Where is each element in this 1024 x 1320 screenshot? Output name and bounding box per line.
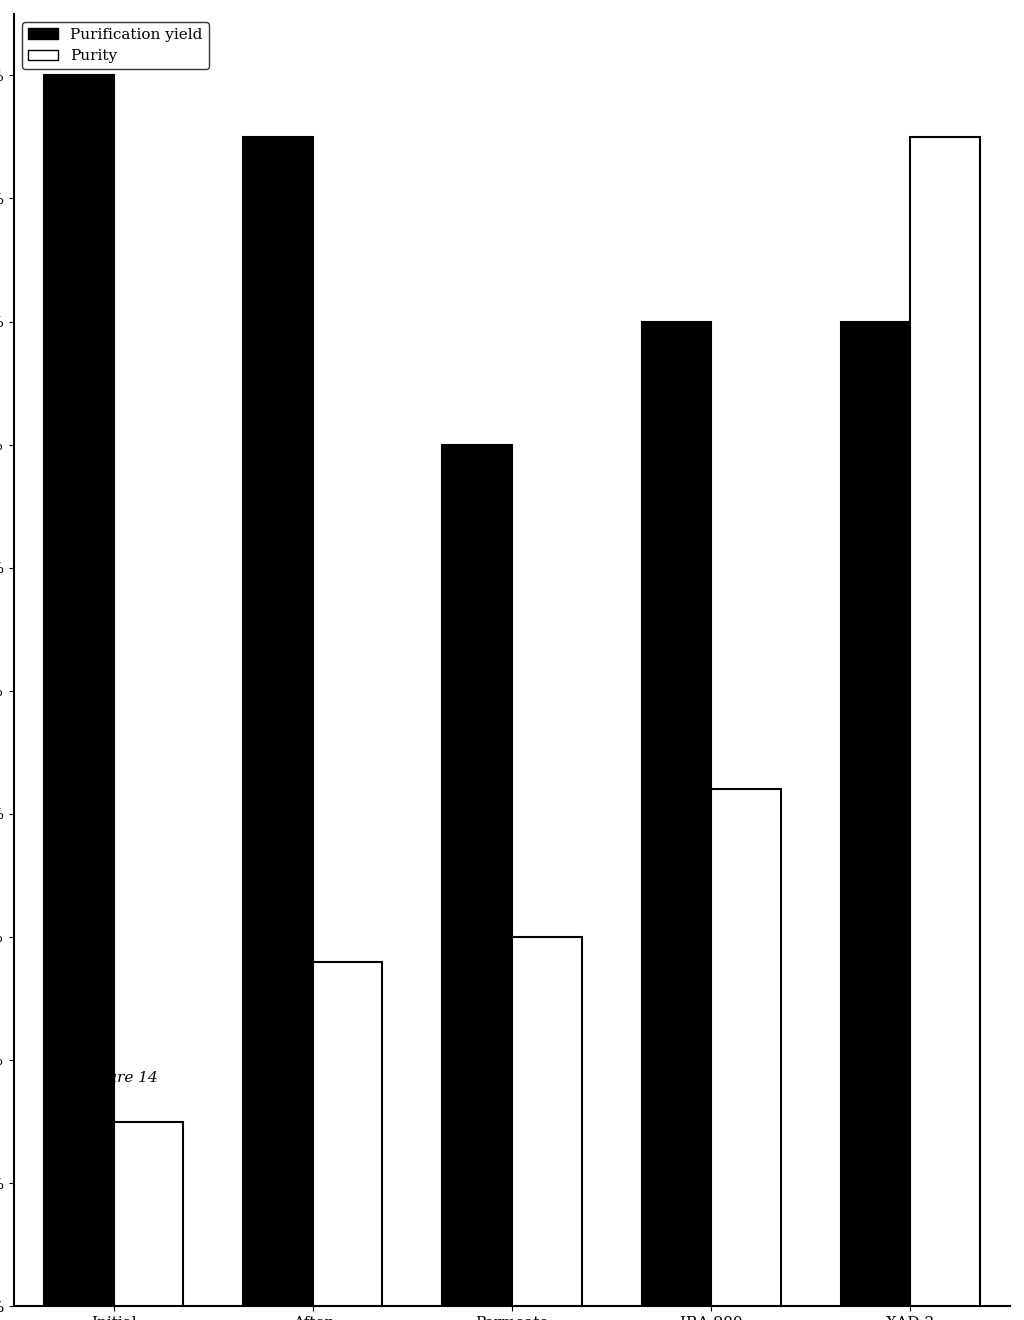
Bar — [243, 137, 312, 1305]
Bar — [641, 322, 712, 1305]
Bar — [442, 445, 512, 1305]
Bar — [44, 75, 114, 1305]
Bar — [712, 789, 781, 1305]
Bar — [312, 961, 383, 1305]
Text: Figure 14: Figure 14 — [82, 1072, 158, 1085]
Bar — [114, 1122, 183, 1305]
Legend: Purification yield, Purity: Purification yield, Purity — [22, 21, 209, 70]
Bar — [910, 137, 980, 1305]
Bar — [841, 322, 910, 1305]
Bar — [512, 937, 582, 1305]
